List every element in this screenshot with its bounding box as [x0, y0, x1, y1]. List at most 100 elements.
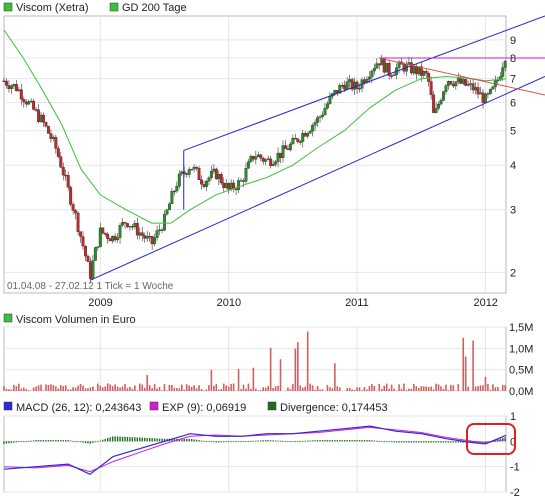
- volume-bar: [148, 385, 151, 391]
- volume-y-tick: 1,5M: [509, 322, 533, 334]
- candle-body: [42, 114, 45, 123]
- candle-body: [37, 109, 41, 122]
- candle-body: [432, 94, 436, 113]
- volume-bar: [55, 386, 57, 391]
- divergence-bar: [55, 440, 57, 442]
- volume-bar: [32, 387, 35, 391]
- volume-bar: [477, 386, 479, 391]
- divergence-bar: [188, 438, 190, 442]
- candle-body: [254, 156, 258, 160]
- candle-body: [101, 227, 105, 234]
- volume-bar: [185, 384, 188, 391]
- candle-body: [242, 180, 245, 182]
- volume-bar: [373, 385, 376, 391]
- divergence-bar: [289, 441, 292, 443]
- volume-bar: [247, 383, 250, 391]
- candle-body: [412, 65, 416, 74]
- candle-body: [205, 180, 208, 187]
- volume-bar: [482, 385, 484, 391]
- volume-bar: [35, 386, 37, 391]
- candle-body: [444, 85, 448, 92]
- candle-body: [308, 131, 312, 134]
- volume-y-tick: 0,0M: [509, 386, 533, 398]
- divergence-bar: [134, 437, 136, 442]
- volume-bar: [378, 383, 381, 391]
- volume-bar: [240, 389, 242, 391]
- divergence-bar: [418, 441, 420, 443]
- volume-bar: [383, 385, 386, 391]
- volume-bar: [218, 389, 220, 391]
- divergence-bar: [151, 438, 153, 442]
- volume-bar: [472, 340, 474, 391]
- divergence-bar: [408, 441, 410, 443]
- volume-bar: [57, 388, 60, 391]
- divergence-bar: [447, 441, 450, 443]
- candle-body: [46, 126, 50, 134]
- x-tick-label: 2010: [217, 297, 241, 309]
- volume-bar: [178, 388, 181, 391]
- volume-bar: [497, 386, 499, 391]
- divergence-bar: [373, 440, 376, 442]
- candle-body: [422, 71, 426, 76]
- divergence-bar: [181, 438, 183, 442]
- divergence-bar: [415, 441, 418, 443]
- candle-body: [281, 145, 285, 158]
- volume-bar: [321, 389, 324, 391]
- divergence-bar: [339, 440, 341, 442]
- volume-bar: [338, 387, 341, 391]
- volume-bar: [230, 384, 232, 391]
- volume-bar: [403, 383, 405, 391]
- candle-body: [377, 63, 381, 66]
- candle-body: [56, 148, 60, 157]
- candle-body: [118, 225, 122, 238]
- volume-bar: [72, 387, 74, 391]
- exp-legend-label: EXP (9): 0,06919: [162, 402, 246, 414]
- volume-bar: [200, 389, 203, 391]
- divergence-bar: [129, 437, 131, 442]
- divergence-bar: [3, 441, 5, 444]
- divergence-bar: [183, 438, 185, 442]
- volume-bar: [25, 389, 28, 391]
- candle-body: [237, 180, 241, 191]
- candle-body: [195, 166, 199, 169]
- divergence-bar: [425, 441, 427, 443]
- divergence-bar: [497, 439, 499, 442]
- divergence-bar: [190, 439, 193, 442]
- volume-bar: [442, 388, 445, 391]
- divergence-bar: [395, 441, 398, 443]
- volume-bar: [292, 384, 294, 391]
- candle-body: [370, 70, 374, 78]
- volume-bar: [316, 385, 319, 391]
- candle-body: [451, 83, 455, 87]
- divergence-bar: [257, 440, 260, 442]
- volume-bar: [210, 369, 213, 391]
- candle-body: [318, 116, 322, 118]
- divergence-bar: [213, 441, 215, 443]
- candle-body: [246, 161, 250, 169]
- volume-bar: [314, 389, 316, 391]
- volume-bar: [146, 375, 149, 391]
- volume-bar: [242, 384, 245, 391]
- candle-body: [148, 236, 152, 238]
- divergence-bar: [208, 441, 210, 443]
- candle-body: [387, 62, 391, 76]
- divergence-bar: [97, 441, 99, 443]
- divergence-bar: [393, 441, 395, 443]
- divergence-bar: [378, 440, 380, 442]
- candle-body: [392, 74, 396, 77]
- candle-body: [474, 87, 478, 91]
- candle-body: [140, 232, 144, 236]
- candle-body: [291, 137, 295, 145]
- volume-bar: [67, 389, 69, 391]
- candles: [2, 54, 507, 284]
- volume-grid: [4, 326, 506, 392]
- candle-body: [301, 133, 305, 142]
- volume-bar: [161, 390, 163, 391]
- volume-bar: [363, 386, 366, 391]
- candle-body: [251, 156, 255, 160]
- volume-bar: [413, 383, 415, 391]
- legend-swatch-exp: [149, 401, 159, 411]
- candle-body: [158, 229, 161, 231]
- volume-bar: [92, 386, 94, 391]
